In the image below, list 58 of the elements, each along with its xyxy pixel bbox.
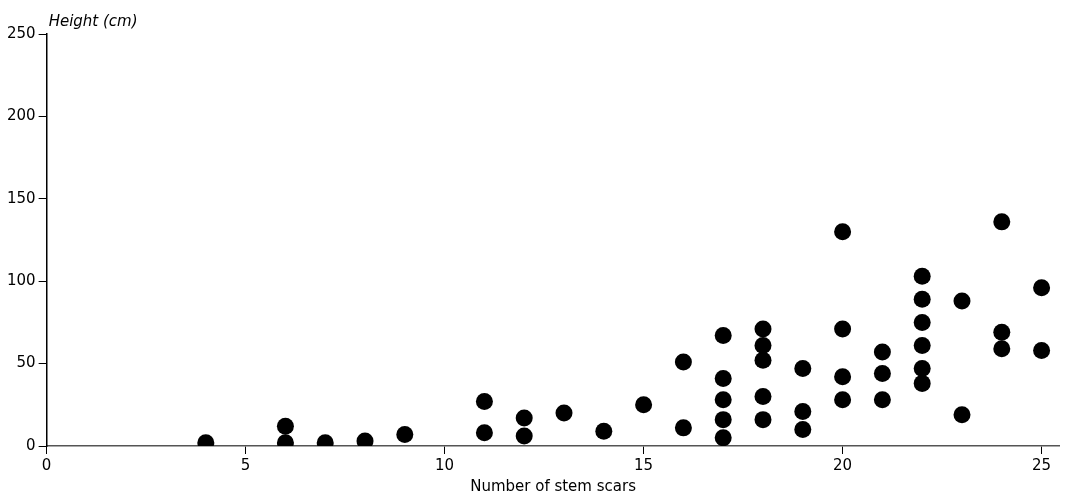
point (515, 409, 533, 427)
point (834, 320, 852, 338)
point (714, 327, 732, 345)
point (913, 290, 931, 308)
point (993, 323, 1011, 341)
y-axis-title: Height (cm) (48, 12, 138, 31)
point (276, 417, 294, 435)
point (754, 351, 772, 369)
point (873, 364, 891, 382)
x-tick-label: 5 (240, 455, 251, 474)
y-tick-label: 200 (6, 106, 36, 125)
x-tick-label: 10 (435, 455, 455, 474)
x-tick-label: 15 (634, 455, 654, 474)
point (913, 313, 931, 331)
point (794, 360, 812, 378)
y-tick-label: 100 (6, 271, 36, 290)
x-tick-label: 25 (1032, 455, 1052, 474)
point (714, 411, 732, 429)
point (993, 213, 1011, 231)
point (794, 421, 812, 439)
point (834, 223, 852, 241)
point (754, 411, 772, 429)
point (754, 388, 772, 406)
point (993, 340, 1011, 358)
x-axis-title: Number of stem scars (470, 476, 637, 495)
point (873, 391, 891, 409)
x-tick-label: 20 (833, 455, 853, 474)
point (396, 425, 414, 443)
x-tick-label: 0 (41, 455, 52, 474)
point (674, 353, 692, 371)
y-tick-label: 50 (16, 353, 36, 372)
point (754, 320, 772, 338)
point (794, 402, 812, 420)
point (714, 369, 732, 387)
point (834, 391, 852, 409)
point (475, 393, 493, 410)
point (714, 429, 732, 446)
point (913, 336, 931, 354)
point (953, 406, 971, 424)
point (714, 391, 732, 409)
y-tick-label: 150 (6, 188, 36, 207)
point (913, 374, 931, 392)
point (1033, 341, 1051, 359)
y-tick-label: 0 (26, 435, 36, 454)
point (754, 336, 772, 354)
point (1033, 279, 1051, 297)
point (953, 292, 971, 310)
point (515, 427, 533, 445)
point (873, 343, 891, 361)
y-tick-label: 250 (6, 23, 36, 42)
point (595, 422, 613, 440)
point (834, 368, 852, 386)
point (913, 360, 931, 378)
point (475, 424, 493, 442)
point (555, 404, 573, 422)
point (674, 419, 692, 437)
point (913, 267, 931, 285)
point (635, 396, 653, 414)
